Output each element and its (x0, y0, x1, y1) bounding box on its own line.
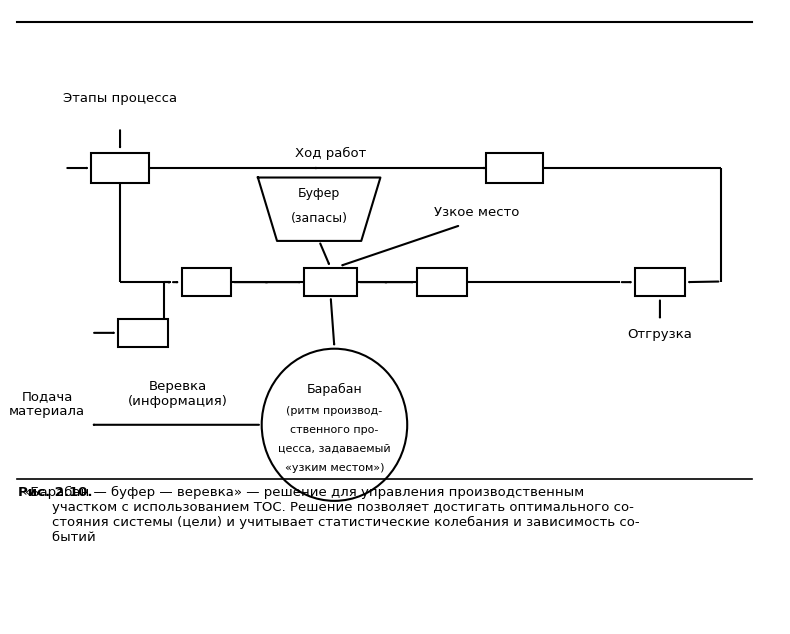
Text: Этапы процесса: Этапы процесса (63, 91, 177, 105)
Text: Буфер: Буфер (298, 187, 340, 200)
FancyBboxPatch shape (486, 153, 544, 183)
FancyBboxPatch shape (92, 153, 149, 183)
Text: цесса, задаваемый: цесса, задаваемый (278, 444, 391, 454)
Text: Отгрузка: Отгрузка (627, 328, 692, 342)
FancyBboxPatch shape (118, 319, 168, 347)
Text: Узкое место: Узкое место (434, 205, 519, 219)
Ellipse shape (261, 349, 407, 501)
Text: «Барабан — буфер — веревка» — решение для управления производственным
        уч: «Барабан — буфер — веревка» — решение дл… (18, 486, 640, 545)
Text: ственного про-: ственного про- (290, 425, 378, 435)
FancyBboxPatch shape (304, 268, 357, 296)
FancyBboxPatch shape (635, 268, 685, 296)
Text: Веревка
(информация): Веревка (информация) (127, 380, 228, 408)
Text: Ход работ: Ход работ (295, 147, 367, 160)
Text: Барабан: Барабан (307, 384, 363, 396)
Text: Подача
материала: Подача материала (9, 390, 85, 418)
FancyBboxPatch shape (417, 268, 467, 296)
Text: «узким местом»): «узким местом») (284, 463, 384, 473)
FancyBboxPatch shape (182, 268, 231, 296)
Text: Рис. 2.10.: Рис. 2.10. (18, 486, 92, 500)
Text: (ритм производ-: (ритм производ- (286, 406, 382, 416)
Polygon shape (258, 178, 381, 241)
Text: (запасы): (запасы) (291, 212, 348, 225)
